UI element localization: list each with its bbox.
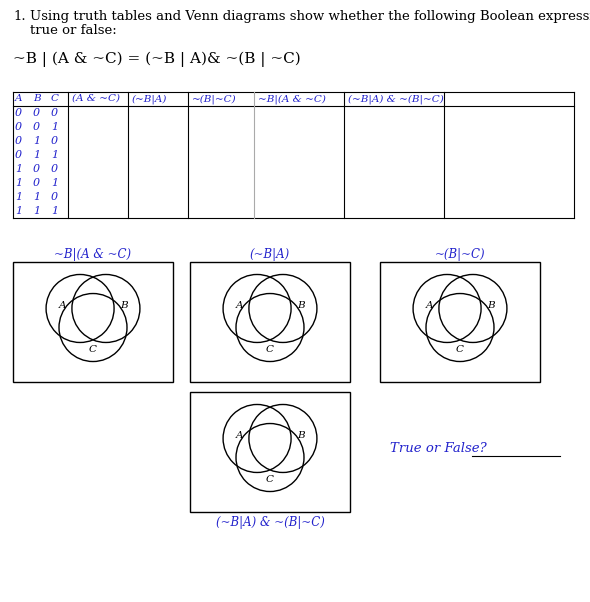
Text: (~B|A): (~B|A) <box>250 248 290 261</box>
Text: 0: 0 <box>33 178 40 188</box>
Text: 1: 1 <box>15 164 22 174</box>
Text: C: C <box>89 345 97 354</box>
Text: (~B|A) & ~(B|~C): (~B|A) & ~(B|~C) <box>215 516 324 529</box>
Text: ~(B|~C): ~(B|~C) <box>435 248 486 261</box>
Bar <box>190 262 350 382</box>
Text: C: C <box>51 94 59 103</box>
Text: 1.: 1. <box>13 10 25 23</box>
Text: (~B|A): (~B|A) <box>132 94 168 104</box>
Bar <box>13 262 173 382</box>
Text: B: B <box>297 300 304 309</box>
Text: 0: 0 <box>15 122 22 132</box>
Text: 1: 1 <box>33 206 40 216</box>
Text: C: C <box>266 345 274 354</box>
Text: ~B|(A & ~C): ~B|(A & ~C) <box>54 248 132 261</box>
Text: A: A <box>235 430 243 439</box>
Text: 0: 0 <box>15 150 22 160</box>
Text: 1: 1 <box>33 136 40 146</box>
Text: B: B <box>120 300 127 309</box>
Text: 1: 1 <box>15 192 22 202</box>
Bar <box>380 262 540 382</box>
Text: B: B <box>297 430 304 439</box>
Text: 1: 1 <box>51 150 58 160</box>
Text: 0: 0 <box>33 122 40 132</box>
Text: 0: 0 <box>51 136 58 146</box>
Text: (A & ~C): (A & ~C) <box>72 94 120 103</box>
Text: 0: 0 <box>33 164 40 174</box>
Text: C: C <box>456 345 464 354</box>
Text: Using truth tables and Venn diagrams show whether the following Boolean expressi: Using truth tables and Venn diagrams sho… <box>30 10 590 23</box>
Text: 0: 0 <box>51 164 58 174</box>
Text: 0: 0 <box>33 108 40 118</box>
Text: C: C <box>266 475 274 484</box>
Text: A: A <box>425 300 433 309</box>
Text: True or False?: True or False? <box>390 442 487 455</box>
Text: A: A <box>235 300 243 309</box>
Text: 1: 1 <box>15 178 22 188</box>
Text: 0: 0 <box>15 108 22 118</box>
Text: 0: 0 <box>15 136 22 146</box>
Text: 1: 1 <box>51 206 58 216</box>
Text: B: B <box>33 94 41 103</box>
Text: 0: 0 <box>51 192 58 202</box>
Text: 0: 0 <box>51 108 58 118</box>
Text: ~B | (A & ~C) = (~B | A)& ~(B | ~C): ~B | (A & ~C) = (~B | A)& ~(B | ~C) <box>13 52 301 67</box>
Text: ~(B|~C): ~(B|~C) <box>192 94 237 104</box>
Text: 1: 1 <box>51 178 58 188</box>
Text: ~B|(A & ~C): ~B|(A & ~C) <box>258 94 326 104</box>
Text: 1: 1 <box>15 206 22 216</box>
Text: 1: 1 <box>33 192 40 202</box>
Text: 1: 1 <box>33 150 40 160</box>
Text: true or false:: true or false: <box>30 24 117 37</box>
Text: B: B <box>487 300 494 309</box>
Text: A: A <box>15 94 22 103</box>
Text: (~B|A) & ~(B|~C): (~B|A) & ~(B|~C) <box>348 94 444 104</box>
Text: 1: 1 <box>51 122 58 132</box>
Bar <box>190 392 350 512</box>
Text: A: A <box>58 300 66 309</box>
